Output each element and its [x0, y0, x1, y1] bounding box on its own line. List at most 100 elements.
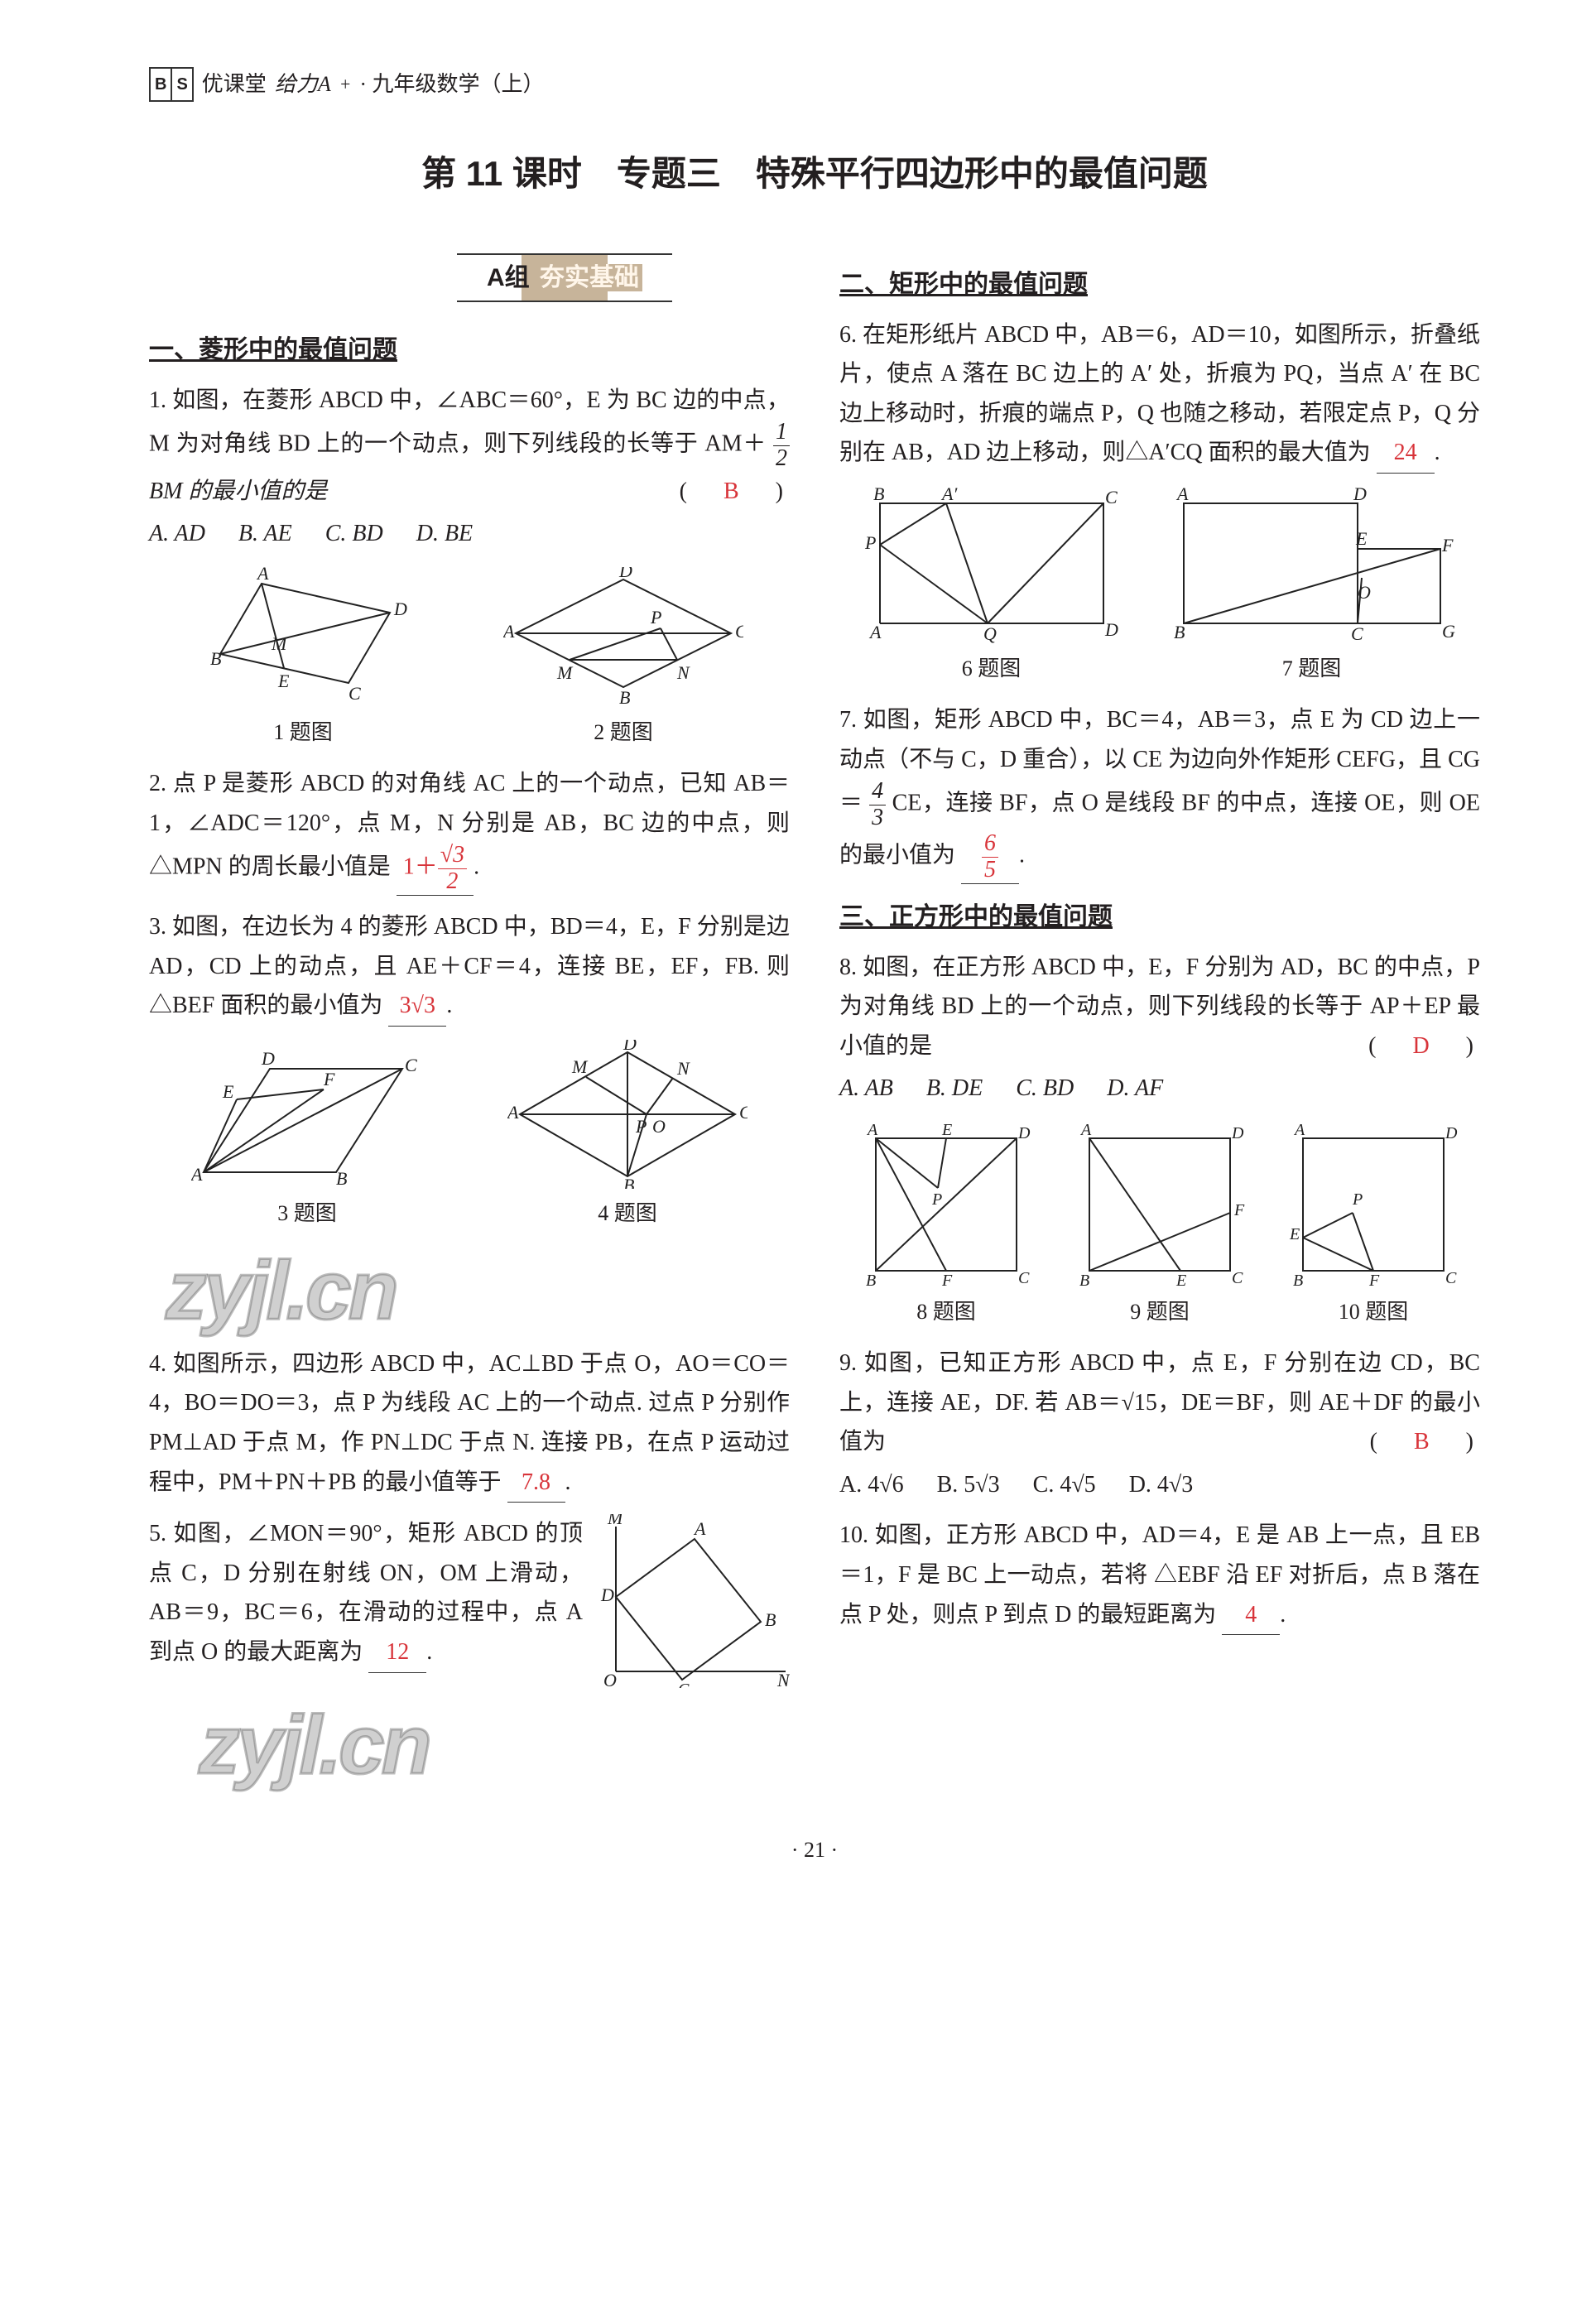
problem-9: 9. 如图，已知正方形 ABCD 中，点 E，F 分别在边 CD，BC 上，连接…: [839, 1344, 1480, 1504]
caption: 4 题图: [507, 1195, 748, 1232]
svg-text:B: B: [1293, 1272, 1303, 1287]
answer-paren: ( B ): [680, 472, 790, 512]
section-title-2: 二、矩形中的最值问题: [839, 263, 1480, 305]
opt-d: D. AF: [1107, 1069, 1163, 1108]
q2-ans-pre: 1＋: [403, 854, 438, 880]
logo-letter: B: [151, 69, 172, 100]
caption: 7 题图: [1167, 651, 1457, 687]
problem-6: 6. 在矩形纸片 ABCD 中，AB＝6，AD＝10，如图所示，折叠纸片，使点 …: [839, 315, 1480, 474]
svg-text:E: E: [1355, 528, 1368, 549]
rhombus-3-icon: D C A B E F: [191, 1048, 423, 1189]
svg-text:P: P: [635, 1116, 647, 1137]
caption: 6 题图: [863, 651, 1120, 687]
q3-answer: 3√3: [388, 986, 446, 1027]
q7-text2: CE，连接 BF，点 O 是线段 BF 的中点，连接 OE，则 OE 的最小值为: [839, 791, 1480, 868]
rect-ext-icon: A D B C E F G O: [1167, 487, 1457, 644]
ans-num: 6: [982, 831, 998, 858]
brand-text: 优课堂: [202, 66, 267, 103]
group-label: A组: [487, 264, 530, 291]
problem-5: 5. 如图，∠MON＝90°，矩形 ABCD 的顶点 C，D 分别在射线 ON，…: [149, 1514, 790, 1688]
page-title: 第 11 课时 专题三 特殊平行四边形中的最值问题: [149, 144, 1480, 203]
q8-answer: D: [1412, 1033, 1435, 1059]
svg-text:F: F: [1441, 535, 1454, 555]
rhombus-2-icon: D C B A P M N: [503, 567, 743, 708]
svg-text:A: A: [866, 1122, 878, 1139]
svg-text:O: O: [652, 1116, 666, 1137]
rect-slide-icon: M A B D C O N: [599, 1514, 790, 1688]
problem-4: 4. 如图所示，四边形 ABCD 中，AC⊥BD 于点 O，AO＝CO＝4，BO…: [149, 1344, 790, 1503]
svg-text:Q: Q: [983, 623, 997, 644]
figure-3: D C A B E F 3 题图: [191, 1048, 423, 1232]
q6-answer: 24: [1377, 433, 1435, 474]
figure-row-1-2: A D B C M E 1 题图: [149, 567, 790, 751]
frac-den: 2: [438, 869, 467, 895]
svg-text:B: B: [866, 1272, 876, 1287]
q2-blank: 1＋√32: [397, 843, 474, 896]
figure-9: A D B C E F 9 题图: [1073, 1122, 1247, 1330]
svg-text:C: C: [349, 683, 361, 704]
group-badge: 夯实基础: [536, 264, 642, 291]
frac-den: 3: [869, 805, 886, 831]
figure-6: B C A D A′ P Q 6 题图: [863, 487, 1120, 687]
figure-row-3-4: D C A B E F 3 题图: [149, 1040, 790, 1232]
svg-text:D: D: [618, 567, 632, 581]
svg-text:B: B: [1174, 622, 1185, 642]
svg-text:M: M: [607, 1514, 624, 1528]
problem-7: 7. 如图，矩形 ABCD 中，BC＝4，AB＝3，点 E 为 CD 边上一动点…: [839, 700, 1480, 883]
svg-text:A: A: [1079, 1122, 1092, 1139]
logo-icon: B S: [149, 67, 194, 102]
opt-b: B. 5√3: [937, 1465, 1000, 1505]
figure-10: A D B C E F P 10 题图: [1286, 1122, 1460, 1330]
svg-text:D: D: [623, 1040, 637, 1054]
svg-text:A′: A′: [940, 487, 958, 504]
svg-text:P: P: [864, 532, 876, 553]
opt-c: C. BD: [1016, 1069, 1074, 1108]
book-header: B S 优课堂 给力A+ · 九年级数学（上）: [149, 66, 1480, 103]
svg-text:A: A: [256, 567, 269, 584]
square-8-icon: A D B C E F P: [859, 1122, 1033, 1287]
rhombus-1-icon: A D B C M E: [195, 567, 411, 708]
svg-text:E: E: [222, 1081, 234, 1102]
quad-4-icon: D C B A M N P O: [507, 1040, 748, 1189]
svg-text:B: B: [765, 1609, 776, 1630]
opt-b: B. DE: [926, 1069, 983, 1108]
opt-a: A. AB: [839, 1069, 893, 1108]
svg-text:F: F: [323, 1069, 335, 1089]
svg-text:O: O: [603, 1670, 617, 1688]
svg-text:E: E: [941, 1122, 952, 1139]
opt-a: A. 4√6: [839, 1465, 904, 1505]
q1-text: 1. 如图，在菱形 ABCD 中，∠ABC＝60°，E 为 BC 边的中点，M …: [149, 387, 790, 457]
opt-a: A. AD: [149, 514, 205, 554]
caption: 9 题图: [1073, 1294, 1247, 1330]
svg-text:A: A: [1175, 487, 1189, 504]
q8-options: A. AB B. DE C. BD D. AF: [839, 1069, 1480, 1108]
svg-text:G: G: [1442, 621, 1455, 642]
q5-text: 5. 如图，∠MON＝90°，矩形 ABCD 的顶点 C，D 分别在射线 ON，…: [149, 1521, 583, 1665]
q4-text: 4. 如图所示，四边形 ABCD 中，AC⊥BD 于点 O，AO＝CO＝4，BO…: [149, 1351, 790, 1495]
svg-text:F: F: [1368, 1272, 1380, 1287]
caption: 1 题图: [195, 714, 411, 751]
svg-text:C: C: [1232, 1269, 1243, 1287]
problem-1: 1. 如图，在菱形 ABCD 中，∠ABC＝60°，E 为 BC 边的中点，M …: [149, 381, 790, 554]
svg-text:M: M: [556, 662, 574, 683]
series-text: 给力A: [275, 66, 331, 103]
svg-text:C: C: [678, 1681, 690, 1688]
svg-text:N: N: [676, 662, 690, 683]
svg-text:D: D: [1353, 487, 1367, 504]
svg-text:D: D: [1231, 1124, 1244, 1142]
page-number: · 21 ·: [149, 1832, 1480, 1868]
q10-text: 10. 如图，正方形 ABCD 中，AD＝4，E 是 AB 上一点，且 EB＝1…: [839, 1522, 1480, 1627]
series-sup: +: [339, 70, 352, 100]
svg-text:D: D: [1104, 619, 1118, 640]
problem-8: 8. 如图，在正方形 ABCD 中，E，F 分别为 AD，BC 的中点，P 为对…: [839, 948, 1480, 1108]
q9-options: A. 4√6 B. 5√3 C. 4√5 D. 4√3: [839, 1465, 1480, 1505]
q9-answer: B: [1414, 1429, 1436, 1455]
ans-den: 5: [982, 858, 998, 883]
caption: 8 题图: [859, 1294, 1033, 1330]
figure-8: A D B C E F P 8 题图: [859, 1122, 1033, 1330]
frac-num: 4: [869, 779, 886, 805]
figure-5: M A B D C O N: [599, 1514, 790, 1688]
svg-text:A: A: [868, 622, 882, 642]
svg-text:B: B: [210, 648, 221, 669]
q3-text: 3. 如图，在边长为 4 的菱形 ABCD 中，BD＝4，E，F 分别是边 AD…: [149, 914, 790, 1018]
